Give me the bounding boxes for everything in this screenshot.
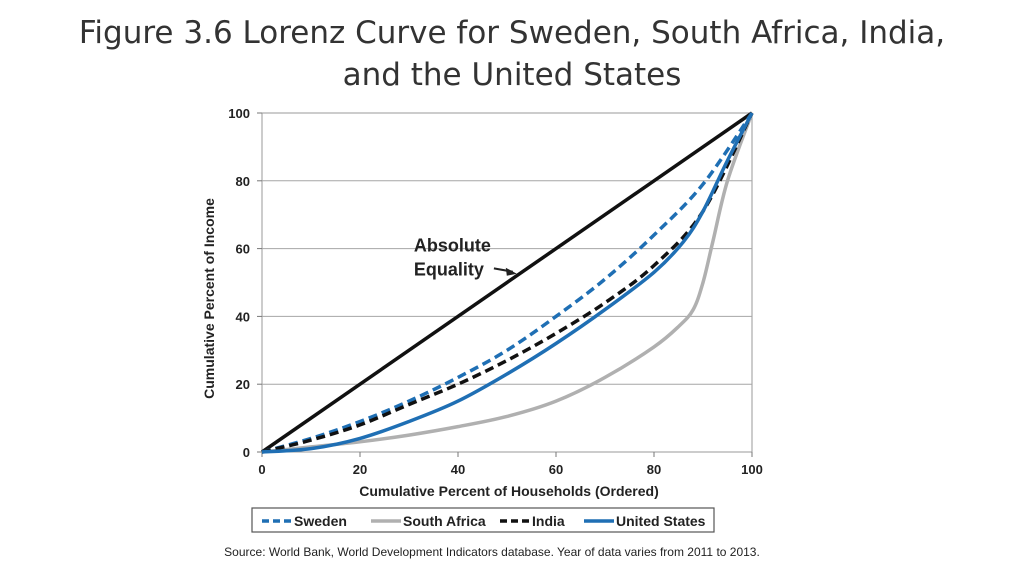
series-line-south-africa xyxy=(261,112,754,454)
annotation-layer: Absolute Equality xyxy=(414,235,517,279)
x-tick-label-20: 20 xyxy=(353,462,367,477)
slide-title-line-2: and the United States xyxy=(342,57,682,93)
axes-layer: 0 20 40 60 80 100 0 20 40 60 80 100 Cumulative Perce… xyxy=(201,106,763,499)
legend: Sweden South Africa India United States xyxy=(251,507,715,533)
legend-box xyxy=(251,507,715,533)
annotation-line-2: Equality xyxy=(414,259,484,279)
y-tick-label-100: 100 xyxy=(228,106,250,121)
y-tick-label-0: 0 xyxy=(243,445,250,460)
legend-label-united-states: United States xyxy=(616,513,706,529)
y-tick-label-60: 60 xyxy=(236,242,250,257)
x-tick-label-40: 40 xyxy=(451,462,465,477)
x-axis-label: Cumulative Percent of Households (Ordere… xyxy=(359,483,659,499)
series-line-india xyxy=(261,112,754,454)
plot-frame xyxy=(261,112,753,453)
legend-label-india: India xyxy=(532,513,565,529)
x-tick-label-100: 100 xyxy=(741,462,763,477)
y-tick-label-20: 20 xyxy=(236,377,250,392)
legend-label-sweden: Sweden xyxy=(294,513,347,529)
y-tick-label-80: 80 xyxy=(236,174,250,189)
x-tick-label-80: 80 xyxy=(647,462,661,477)
slide-title-line-1: Figure 3.6 Lorenz Curve for Sweden, Sout… xyxy=(78,15,946,51)
y-tick-label-40: 40 xyxy=(236,309,250,324)
y-axis-label: Cumulative Percent of Income xyxy=(201,198,217,399)
grid-layer xyxy=(261,112,753,453)
source-note: Source: World Bank, World Development In… xyxy=(224,545,760,559)
annotation-line-1: Absolute xyxy=(414,235,491,255)
series-line-united-states xyxy=(261,112,754,454)
annotation-arrow-head xyxy=(505,267,517,276)
legend-label-south-africa: South Africa xyxy=(403,513,486,529)
x-tick-label-60: 60 xyxy=(549,462,563,477)
slide-title: Figure 3.6 Lorenz Curve for Sweden, Sout… xyxy=(40,12,984,96)
series-layer xyxy=(261,111,754,454)
x-tick-label-0: 0 xyxy=(258,462,265,477)
series-line-sweden xyxy=(261,112,754,454)
series-line-absolute-equality xyxy=(261,111,753,454)
